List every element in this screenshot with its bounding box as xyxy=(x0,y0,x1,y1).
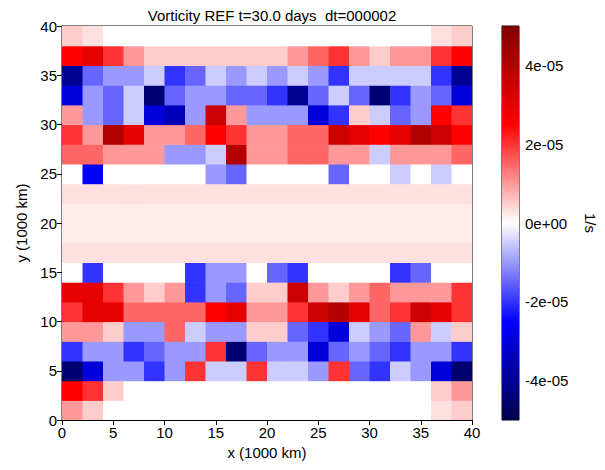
svg-text:25: 25 xyxy=(310,424,327,441)
svg-text:10: 10 xyxy=(40,313,57,330)
svg-text:40: 40 xyxy=(464,424,481,441)
svg-text:20: 20 xyxy=(259,424,276,441)
svg-text:5: 5 xyxy=(49,362,57,379)
svg-text:35: 35 xyxy=(40,67,57,84)
svg-text:1/s: 1/s xyxy=(582,213,599,233)
svg-text:30: 30 xyxy=(40,116,57,133)
svg-text:2e-05: 2e-05 xyxy=(525,136,563,153)
svg-text:Vorticity REF t=30.0 days dt=: Vorticity REF t=30.0 days dt=000002 xyxy=(148,7,396,24)
svg-text:x (1000 km): x (1000 km) xyxy=(227,444,306,461)
svg-text:10: 10 xyxy=(156,424,173,441)
svg-text:0: 0 xyxy=(58,424,66,441)
svg-text:30: 30 xyxy=(361,424,378,441)
svg-text:40: 40 xyxy=(40,18,57,35)
svg-text:20: 20 xyxy=(40,215,57,232)
svg-text:0e+00: 0e+00 xyxy=(525,215,567,232)
svg-text:0: 0 xyxy=(49,412,57,429)
svg-text:-2e-05: -2e-05 xyxy=(525,293,568,310)
svg-text:y (1000 km): y (1000 km) xyxy=(13,183,30,262)
svg-text:15: 15 xyxy=(207,424,224,441)
svg-text:15: 15 xyxy=(40,264,57,281)
svg-text:5: 5 xyxy=(109,424,117,441)
svg-text:25: 25 xyxy=(40,165,57,182)
svg-text:4e-05: 4e-05 xyxy=(525,57,563,74)
svg-text:-4e-05: -4e-05 xyxy=(525,372,568,389)
svg-text:35: 35 xyxy=(412,424,429,441)
